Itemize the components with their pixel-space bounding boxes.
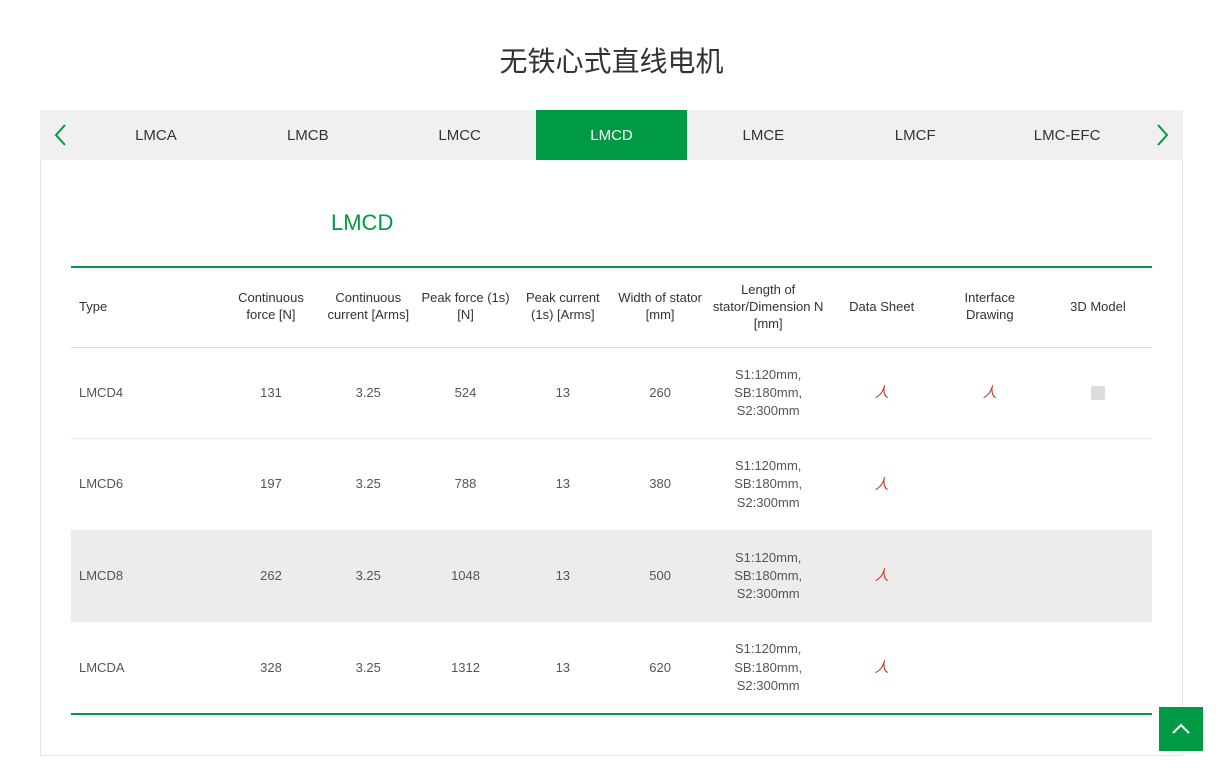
table-cell: 197: [222, 439, 319, 531]
interface-drawing-cell: [936, 622, 1044, 714]
table-cell: 524: [417, 347, 514, 439]
tab-lmcf[interactable]: LMCF: [839, 110, 991, 160]
pdf-icon[interactable]: 人: [983, 384, 997, 400]
table-cell: 131: [222, 347, 319, 439]
column-header: Data Sheet: [828, 267, 936, 347]
content-panel: LMCD TypeContinuous force [N]Continuous …: [40, 160, 1183, 756]
table-cell: S1:120mm, SB:180mm, S2:300mm: [709, 347, 828, 439]
model-cell: [1044, 530, 1152, 622]
table-row: LMCDA3283.25131213620S1:120mm, SB:180mm,…: [71, 622, 1152, 714]
tab-lmca[interactable]: LMCA: [80, 110, 232, 160]
table-row: LMCD82623.25104813500S1:120mm, SB:180mm,…: [71, 530, 1152, 622]
column-header: Length of stator/Dimension N [mm]: [709, 267, 828, 347]
table-cell: 500: [611, 530, 708, 622]
table-cell: S1:120mm, SB:180mm, S2:300mm: [709, 622, 828, 714]
tabs-container: LMCALMCBLMCCLMCDLMCELMCFLMC-EFC: [80, 110, 1143, 160]
tabs-next-arrow[interactable]: [1143, 110, 1183, 160]
column-header: Continuous force [N]: [222, 267, 319, 347]
table-cell: 13: [514, 530, 611, 622]
table-cell: 13: [514, 439, 611, 531]
cube-icon[interactable]: [1091, 386, 1105, 400]
tab-lmc-efc[interactable]: LMC-EFC: [991, 110, 1143, 160]
table-row: LMCD61973.2578813380S1:120mm, SB:180mm, …: [71, 439, 1152, 531]
scroll-to-top-button[interactable]: [1159, 707, 1203, 751]
tab-lmcb[interactable]: LMCB: [232, 110, 384, 160]
table-cell: 260: [611, 347, 708, 439]
column-header: Peak current (1s) [Arms]: [514, 267, 611, 347]
datasheet-cell: 人: [828, 622, 936, 714]
table-cell: LMCD6: [71, 439, 222, 531]
table-cell: LMCD4: [71, 347, 222, 439]
datasheet-cell: 人: [828, 530, 936, 622]
table-cell: 1048: [417, 530, 514, 622]
table-cell: 1312: [417, 622, 514, 714]
column-header: Width of stator [mm]: [611, 267, 708, 347]
column-header: Interface Drawing: [936, 267, 1044, 347]
model-cell: [1044, 347, 1152, 439]
column-header: Peak force (1s) [N]: [417, 267, 514, 347]
pdf-icon[interactable]: 人: [875, 567, 889, 583]
datasheet-cell: 人: [828, 439, 936, 531]
table-cell: 13: [514, 622, 611, 714]
interface-drawing-cell: [936, 439, 1044, 531]
tab-lmcc[interactable]: LMCC: [384, 110, 536, 160]
table-cell: 13: [514, 347, 611, 439]
table-row: LMCD41313.2552413260S1:120mm, SB:180mm, …: [71, 347, 1152, 439]
pdf-icon[interactable]: 人: [875, 384, 889, 400]
chevron-left-icon: [53, 123, 67, 147]
column-header: 3D Model: [1044, 267, 1152, 347]
table-cell: LMCDA: [71, 622, 222, 714]
spec-table: TypeContinuous force [N]Continuous curre…: [71, 266, 1152, 715]
tabs-bar: LMCALMCBLMCCLMCDLMCELMCFLMC-EFC: [40, 110, 1183, 160]
chevron-up-icon: [1171, 723, 1191, 735]
table-cell: 380: [611, 439, 708, 531]
datasheet-cell: 人: [828, 347, 936, 439]
tab-lmcd[interactable]: LMCD: [536, 110, 688, 160]
pdf-icon[interactable]: 人: [875, 476, 889, 492]
chevron-right-icon: [1156, 123, 1170, 147]
table-cell: 3.25: [320, 347, 417, 439]
table-cell: 262: [222, 530, 319, 622]
table-cell: 328: [222, 622, 319, 714]
column-header: Type: [71, 267, 222, 347]
interface-drawing-cell: [936, 530, 1044, 622]
table-cell: S1:120mm, SB:180mm, S2:300mm: [709, 439, 828, 531]
table-cell: 3.25: [320, 439, 417, 531]
model-cell: [1044, 439, 1152, 531]
section-heading: LMCD: [71, 210, 1152, 236]
table-cell: 3.25: [320, 530, 417, 622]
table-cell: 788: [417, 439, 514, 531]
table-cell: 620: [611, 622, 708, 714]
tabs-prev-arrow[interactable]: [40, 110, 80, 160]
pdf-icon[interactable]: 人: [875, 659, 889, 675]
model-cell: [1044, 622, 1152, 714]
table-header-row: TypeContinuous force [N]Continuous curre…: [71, 267, 1152, 347]
page-title: 无铁心式直线电机: [0, 0, 1223, 110]
tab-lmce[interactable]: LMCE: [687, 110, 839, 160]
interface-drawing-cell: 人: [936, 347, 1044, 439]
table-cell: S1:120mm, SB:180mm, S2:300mm: [709, 530, 828, 622]
table-cell: LMCD8: [71, 530, 222, 622]
table-cell: 3.25: [320, 622, 417, 714]
column-header: Continuous current [Arms]: [320, 267, 417, 347]
